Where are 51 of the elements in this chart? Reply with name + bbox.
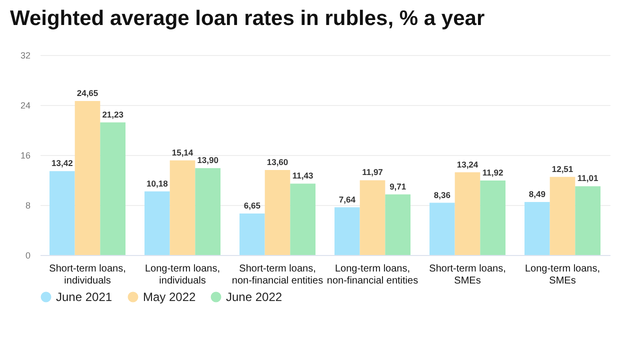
legend-label: June 2021: [56, 290, 112, 304]
x-tick-label: Short-term loans, individuals: [49, 264, 126, 286]
bar: [290, 184, 316, 255]
bar: [74, 100, 100, 255]
bar: [264, 170, 290, 255]
data-label: 15,14: [172, 147, 194, 158]
bar: [195, 168, 220, 255]
y-tick-label: 16: [20, 150, 30, 160]
data-label: 6,65: [244, 200, 261, 210]
bar: [454, 172, 480, 255]
bar: [575, 186, 600, 255]
bar: [240, 213, 265, 255]
legend-label: June 2022: [226, 290, 282, 304]
data-label: 11,97: [362, 167, 384, 178]
data-label: 13,42: [52, 158, 74, 168]
data-label: 10,18: [146, 178, 168, 188]
y-tick-label: 24: [20, 100, 30, 110]
bar: [100, 122, 126, 255]
bar: [360, 180, 386, 255]
data-label: 13,90: [197, 155, 219, 166]
data-label: 13,24: [456, 159, 478, 170]
y-tick-label: 32: [20, 50, 30, 60]
data-label: 13,60: [266, 157, 288, 167]
data-label: 7,64: [338, 194, 356, 204]
bar: [385, 194, 410, 255]
x-tick-label: Long-term loans, individuals: [144, 264, 220, 286]
bar: [480, 180, 506, 255]
bar: [170, 160, 196, 255]
data-label: 8,49: [528, 188, 546, 199]
bar: [430, 202, 455, 255]
x-tick-label: Short-term loans, SMEs: [429, 264, 506, 286]
y-tick-label: 0: [25, 250, 30, 260]
data-label: 11,92: [482, 168, 504, 178]
bar: [550, 176, 576, 255]
data-label: 24,65: [76, 88, 98, 98]
data-label: 8,36: [434, 190, 451, 200]
bar: [334, 207, 360, 255]
x-tick-label: Long-term loans, SMEs: [524, 264, 600, 286]
bar: [50, 171, 75, 255]
data-label: 12,51: [552, 164, 574, 174]
x-tick-label: Long-term loans, non-financial entities: [326, 264, 418, 286]
data-label: 9,71: [390, 181, 406, 192]
data-label: 21,23: [102, 109, 124, 120]
y-tick-label: 8: [25, 200, 30, 210]
x-tick-label: Short-term loans, non-financial entities: [232, 264, 324, 286]
bar: [524, 202, 550, 255]
bar: [144, 191, 170, 255]
legend-label: May 2022: [143, 290, 196, 304]
data-label: 11,43: [292, 170, 314, 181]
data-label: 11,01: [577, 173, 598, 184]
chart-title: Weighted average loan rates in rubles, % a year: [10, 7, 485, 30]
